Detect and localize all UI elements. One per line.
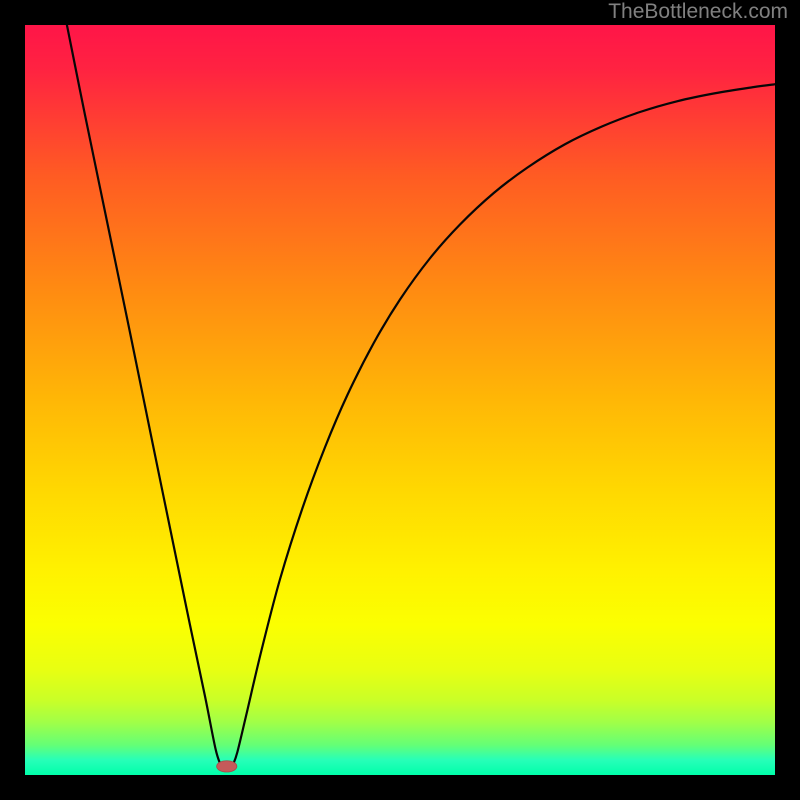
plot-gradient-background <box>25 25 775 775</box>
bottleneck-chart <box>0 0 800 800</box>
minimum-marker <box>217 761 237 772</box>
